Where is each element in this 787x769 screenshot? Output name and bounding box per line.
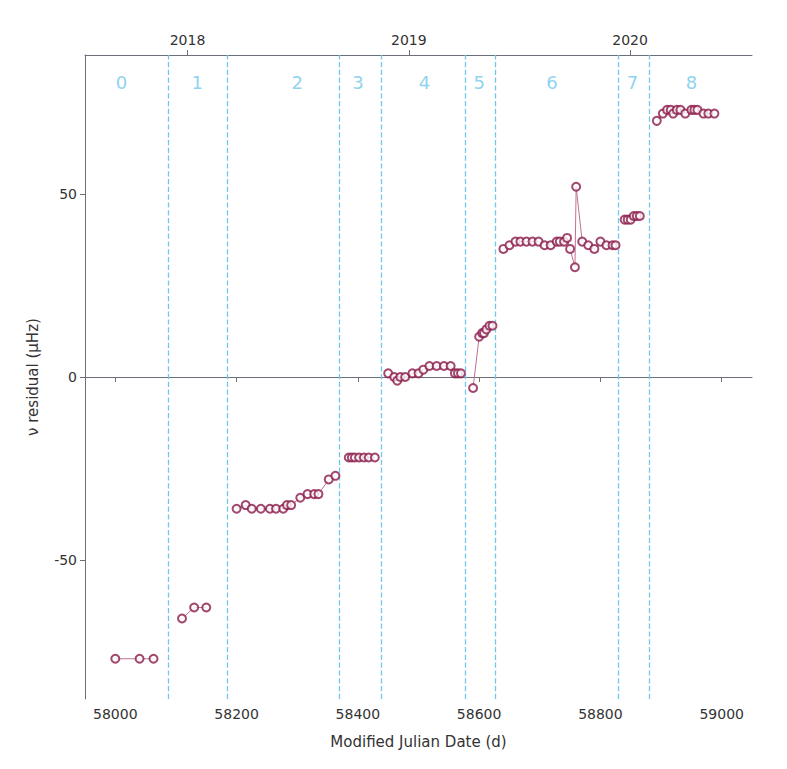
svg-text:2018: 2018 <box>170 32 206 48</box>
svg-text:3: 3 <box>352 72 363 93</box>
svg-text:0: 0 <box>116 72 127 93</box>
svg-text:5: 5 <box>473 72 484 93</box>
svg-text:7: 7 <box>627 72 638 93</box>
svg-text:59000: 59000 <box>699 706 744 722</box>
svg-text:58200: 58200 <box>214 706 259 722</box>
svg-text:ν residual (μHz): ν residual (μHz) <box>24 318 42 436</box>
svg-text:Modified Julian Date (d): Modified Julian Date (d) <box>330 733 506 751</box>
svg-text:0: 0 <box>68 369 77 385</box>
svg-text:2019: 2019 <box>391 32 427 48</box>
svg-text:50: 50 <box>59 186 77 202</box>
svg-text:6: 6 <box>546 72 557 93</box>
svg-text:8: 8 <box>686 72 697 93</box>
svg-text:2: 2 <box>292 72 303 93</box>
svg-text:1: 1 <box>191 72 202 93</box>
svg-text:58000: 58000 <box>93 706 138 722</box>
svg-text:58800: 58800 <box>578 706 623 722</box>
svg-text:2020: 2020 <box>612 32 648 48</box>
svg-text:58400: 58400 <box>336 706 381 722</box>
svg-text:-50: -50 <box>54 552 77 568</box>
svg-text:4: 4 <box>419 72 430 93</box>
svg-text:58600: 58600 <box>457 706 502 722</box>
